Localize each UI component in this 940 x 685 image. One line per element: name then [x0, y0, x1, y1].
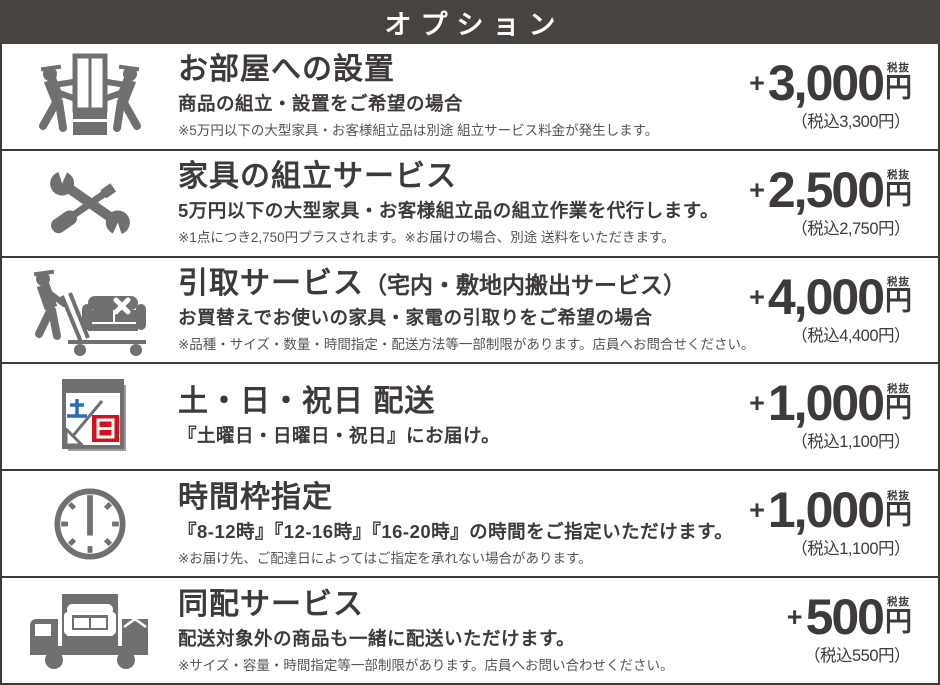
header-title: オプション — [384, 9, 565, 40]
option-row-weekend-delivery: 土・日・祝日 配送 『土曜日・日曜日・祝日』にお届け。 + 1,000 税抜 円… — [2, 362, 938, 469]
icon-cell — [2, 155, 178, 251]
price-plus: + — [749, 67, 765, 98]
price-unit-wrap: 税抜 円 — [885, 170, 912, 210]
price-plus: + — [749, 281, 765, 312]
text-cell: 家具の組立サービス 5万円以下の大型家具・お客様組立品の組立作業を代行します。 … — [178, 160, 719, 246]
tax-excluded-label: 税抜 — [887, 596, 910, 609]
text-cell: お部屋への設置 商品の組立・設置をご希望の場合 ※5万円以下の大型家具・お客様組… — [178, 53, 694, 139]
option-row-room-installation: お部屋への設置 商品の組立・設置をご希望の場合 ※5万円以下の大型家具・お客様組… — [2, 44, 938, 149]
tax-excluded-label: 税抜 — [887, 169, 910, 182]
price-yen: 円 — [885, 606, 912, 637]
icon-cell — [2, 476, 178, 572]
price-plus: + — [749, 495, 765, 526]
row-description: 商品の組立・設置をご希望の場合 — [178, 93, 464, 115]
price-tax-included: （税込3,300円） — [791, 112, 910, 131]
row-title: 引取サービス（宅内・敷地内搬出サービス） — [178, 267, 686, 301]
price-unit-wrap: 税抜 円 — [885, 491, 912, 531]
row-description: 配送対象外の商品も一緒に配送いただけます。 — [178, 627, 576, 649]
icon-cell — [2, 586, 178, 676]
icon-cell — [2, 369, 178, 465]
price-tax-included: （税込4,400円） — [791, 326, 910, 345]
row-note: ※5万円以下の大型家具・お客様組立品は別途 組立サービス料金が発生します。 — [178, 123, 659, 139]
price-block: + 1,000 税抜 円 （税込1,100円） — [694, 375, 938, 452]
icon-cell — [2, 48, 178, 144]
tax-excluded-label: 税抜 — [887, 489, 910, 502]
price-amount: 1,000 — [767, 375, 885, 432]
price-main: + 500 税抜 円 — [786, 589, 912, 646]
price-plus: + — [749, 388, 765, 419]
price-main: + 2,500 税抜 円 — [749, 161, 912, 218]
price-plus: + — [749, 174, 765, 205]
row-title: 家具の組立サービス — [178, 160, 457, 194]
header-bar: オプション — [0, 0, 940, 44]
price-amount: 2,500 — [767, 161, 885, 218]
price-yen: 円 — [885, 500, 912, 531]
row-note: ※1点につき2,750円プラスされます。※お届けの場合、別途 送料をいただきます… — [178, 230, 675, 246]
row-title: 同配サービス — [178, 587, 364, 621]
option-row-time-slot: 時間枠指定 『8-12時』『12-16時』『16-20時』の時間をご指定いただけ… — [2, 469, 938, 576]
delivery-truck-icon — [24, 586, 156, 676]
icon-cell — [2, 262, 178, 358]
row-title-suffix: （宅内・敷地内搬出サービス） — [364, 272, 686, 299]
option-row-assembly-service: 家具の組立サービス 5万円以下の大型家具・お客様組立品の組立作業を代行します。 … — [2, 148, 938, 256]
row-description: 『土曜日・日曜日・祝日』にお届け。 — [178, 425, 501, 447]
price-main: + 1,000 税抜 円 — [749, 375, 912, 432]
price-main: + 3,000 税抜 円 — [749, 54, 912, 111]
price-yen: 円 — [885, 393, 912, 424]
clock-icon — [42, 476, 138, 572]
price-block: + 4,000 税抜 円 （税込4,400円） — [694, 268, 938, 346]
row-note: ※サイズ・容量・時間指定等一部制限があります。店員へお問い合わせください。 — [178, 657, 674, 673]
row-description: 5万円以下の大型家具・お客様組立品の組立作業を代行します。 — [178, 200, 719, 222]
price-unit-wrap: 税抜 円 — [885, 384, 912, 424]
price-unit-wrap: 税抜 円 — [885, 277, 912, 317]
option-row-combined-delivery: 同配サービス 配送対象外の商品も一緒に配送いただけます。 ※サイズ・容量・時間指… — [2, 576, 938, 683]
price-yen: 円 — [885, 72, 912, 103]
price-amount: 1,000 — [767, 482, 885, 539]
weekend-calendar-icon — [40, 369, 140, 465]
row-title: お部屋への設置 — [178, 53, 395, 87]
price-main: + 4,000 税抜 円 — [749, 268, 912, 325]
text-cell: 同配サービス 配送対象外の商品も一緒に配送いただけます。 ※サイズ・容量・時間指… — [178, 588, 694, 674]
price-yen: 円 — [885, 286, 912, 317]
price-tax-included: （税込1,100円） — [791, 540, 910, 559]
price-tax-included: （税込2,750円） — [791, 219, 910, 238]
price-main: + 1,000 税抜 円 — [749, 482, 912, 539]
option-row-pickup-service: 引取サービス（宅内・敷地内搬出サービス） お買替えでお使いの家具・家電の引取りを… — [2, 255, 938, 363]
text-cell: 時間枠指定 『8-12時』『12-16時』『16-20時』の時間をご指定いただけ… — [178, 480, 734, 567]
price-block: + 2,500 税抜 円 （税込2,750円） — [694, 161, 938, 239]
price-block: + 500 税抜 円 （税込550円） — [694, 589, 938, 666]
price-yen: 円 — [885, 179, 912, 210]
price-amount: 500 — [805, 589, 885, 646]
row-note: ※品種・サイズ・数量・時間指定・配送方法等一部制限があります。店員へお問合せくだ… — [178, 337, 755, 353]
tax-excluded-label: 税抜 — [887, 62, 910, 75]
pickup-handtruck-icon — [24, 262, 156, 358]
price-block: + 1,000 税抜 円 （税込1,100円） — [694, 482, 938, 559]
row-title: 土・日・祝日 配送 — [178, 385, 436, 419]
price-unit-wrap: 税抜 円 — [885, 63, 912, 103]
price-plus: + — [786, 602, 803, 633]
tax-excluded-label: 税抜 — [887, 275, 910, 288]
assembly-tools-icon — [38, 155, 142, 251]
options-body: お部屋への設置 商品の組立・設置をご希望の場合 ※5万円以下の大型家具・お客様組… — [0, 44, 940, 685]
price-amount: 3,000 — [767, 54, 885, 111]
price-tax-included: （税込1,100円） — [791, 433, 910, 452]
furniture-carry-icon — [29, 48, 151, 144]
row-description: 『8-12時』『12-16時』『16-20時』の時間をご指定いただけます。 — [178, 520, 734, 542]
row-note: ※お届け先、ご配達日によってはご指定を承れない場合があります。 — [178, 550, 592, 566]
price-tax-included: （税込550円） — [803, 647, 911, 666]
price-block: + 3,000 税抜 円 （税込3,300円） — [694, 54, 938, 132]
text-cell: 土・日・祝日 配送 『土曜日・日曜日・祝日』にお届け。 — [178, 385, 694, 448]
price-unit-wrap: 税抜 円 — [885, 597, 912, 637]
row-description: お買替えでお使いの家具・家電の引取りをご希望の場合 — [178, 307, 653, 329]
row-title: 時間枠指定 — [178, 480, 333, 514]
price-amount: 4,000 — [767, 268, 885, 325]
tax-excluded-label: 税抜 — [887, 382, 910, 395]
text-cell: 引取サービス（宅内・敷地内搬出サービス） お買替えでお使いの家具・家電の引取りを… — [178, 267, 755, 353]
